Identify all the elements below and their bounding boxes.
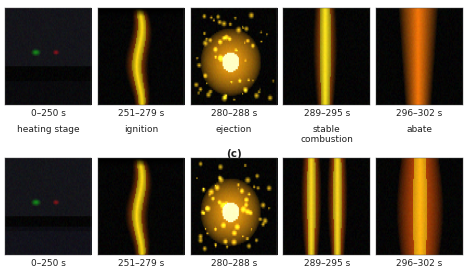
Text: 0–250 s: 0–250 s (30, 109, 65, 118)
Text: 280–288 s: 280–288 s (210, 109, 257, 118)
Text: 280–288 s: 280–288 s (210, 259, 257, 268)
Text: 251–279 s: 251–279 s (118, 259, 164, 268)
Text: 296–302 s: 296–302 s (396, 259, 443, 268)
Text: ignition: ignition (124, 125, 158, 134)
Text: 251–279 s: 251–279 s (118, 109, 164, 118)
Text: (c): (c) (226, 149, 242, 159)
Text: 296–302 s: 296–302 s (396, 109, 443, 118)
Text: heating stage: heating stage (17, 125, 79, 134)
Text: 289–295 s: 289–295 s (303, 109, 350, 118)
Text: 289–295 s: 289–295 s (303, 259, 350, 268)
Text: ejection: ejection (216, 125, 252, 134)
Text: abate: abate (407, 125, 433, 134)
Text: 0–250 s: 0–250 s (30, 259, 65, 268)
Text: stable
combustion: stable combustion (300, 125, 353, 144)
